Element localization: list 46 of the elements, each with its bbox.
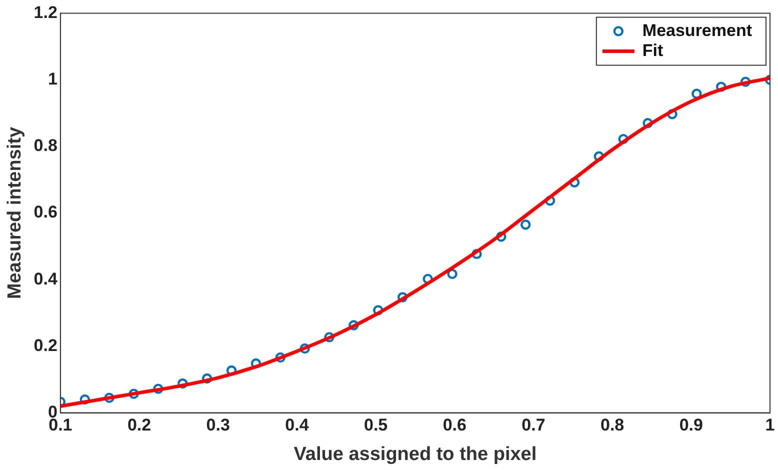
line-series [60, 76, 770, 408]
point [618, 134, 628, 144]
y-tick-label: 0.8 [34, 136, 58, 156]
y-tick-label: 1 [48, 69, 58, 88]
point [472, 248, 482, 260]
y-tick-label: 0.4 [34, 269, 58, 288]
legend-label: Measurement [642, 20, 752, 40]
x-axis-title: Value assigned to the pixel [294, 444, 537, 465]
x-tick-label: 0.4 [285, 416, 310, 435]
x-tick-label: 0.6 [442, 416, 466, 435]
point [80, 394, 90, 405]
point [348, 320, 359, 330]
x-tick-label: 0.8 [600, 416, 624, 435]
x-tick-label: 0.9 [679, 416, 703, 435]
x-tick-label: 0.7 [522, 416, 546, 435]
point [324, 332, 334, 342]
y-tick-label: 1.2 [34, 2, 58, 22]
point [202, 373, 212, 384]
point [128, 388, 139, 399]
point [250, 358, 262, 369]
point [667, 109, 678, 120]
x-tick-label: 1 [765, 416, 775, 435]
point [104, 392, 114, 403]
point [398, 292, 408, 302]
legend-label: Fit [642, 40, 664, 60]
point [496, 232, 506, 242]
point [447, 268, 458, 280]
x-tick-label: 0.2 [127, 416, 152, 435]
point [520, 220, 531, 230]
point [569, 177, 580, 188]
y-axis-title: Measured intensity [4, 126, 26, 300]
point [153, 384, 164, 394]
point [642, 118, 653, 128]
point [178, 378, 188, 389]
y-tick-label: 0.2 [34, 336, 58, 355]
x-tick-label: 0.3 [206, 416, 230, 435]
point [740, 76, 751, 87]
point [275, 352, 286, 363]
point [594, 151, 604, 162]
x-tick-label: 0.5 [364, 416, 388, 435]
y-tick-label: 0.6 [34, 202, 58, 222]
point [716, 82, 726, 92]
point [692, 88, 702, 99]
point [300, 343, 310, 354]
point [544, 196, 556, 206]
point [373, 305, 384, 316]
